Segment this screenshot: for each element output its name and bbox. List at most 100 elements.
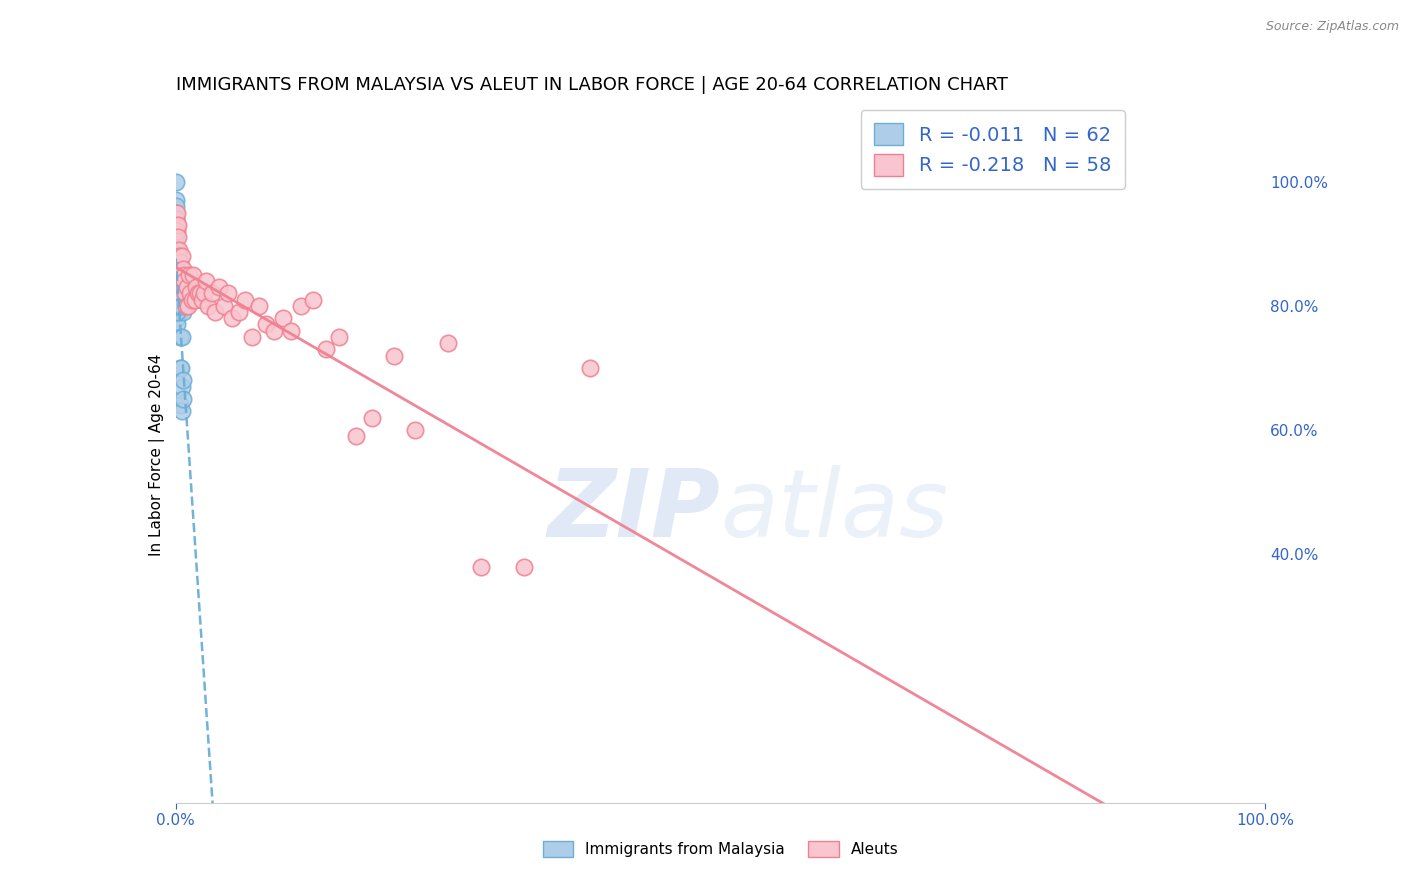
Point	[167, 299, 190, 313]
Point	[183, 268, 205, 282]
Point	[165, 199, 187, 213]
Point	[167, 286, 190, 301]
Point	[166, 280, 188, 294]
Point	[170, 268, 193, 282]
Point	[169, 293, 191, 307]
Point	[254, 318, 277, 332]
Point	[172, 261, 194, 276]
Point	[221, 311, 243, 326]
Point	[169, 330, 191, 344]
Point	[172, 305, 194, 319]
Point	[235, 293, 257, 307]
Point	[165, 280, 187, 294]
Point	[166, 286, 188, 301]
Point	[197, 299, 219, 313]
Point	[166, 286, 188, 301]
Point	[170, 249, 193, 263]
Point	[437, 336, 460, 351]
Point	[166, 243, 188, 257]
Point	[169, 255, 191, 269]
Point	[166, 274, 188, 288]
Point	[165, 230, 187, 244]
Point	[179, 268, 201, 282]
Point	[228, 305, 250, 319]
Point	[165, 261, 187, 276]
Point	[470, 559, 492, 574]
Point	[170, 293, 193, 307]
Point	[165, 249, 187, 263]
Point	[405, 423, 427, 437]
Point	[173, 274, 195, 288]
Point	[193, 286, 215, 301]
Point	[167, 280, 190, 294]
Point	[170, 361, 193, 376]
Point	[166, 205, 188, 219]
Point	[166, 280, 188, 294]
Point	[315, 343, 337, 357]
Point	[165, 218, 187, 232]
Point	[166, 293, 188, 307]
Point	[167, 280, 190, 294]
Point	[212, 299, 235, 313]
Point	[166, 311, 188, 326]
Point	[166, 274, 188, 288]
Point	[172, 392, 194, 406]
Point	[170, 404, 193, 418]
Point	[173, 268, 195, 282]
Point	[166, 224, 188, 238]
Point	[165, 175, 187, 189]
Point	[165, 205, 187, 219]
Point	[166, 299, 188, 313]
Point	[280, 324, 302, 338]
Point	[360, 410, 382, 425]
Point	[167, 305, 190, 319]
Point	[195, 274, 218, 288]
Point	[166, 218, 188, 232]
Point	[166, 286, 188, 301]
Point	[167, 286, 190, 301]
Point	[247, 299, 270, 313]
Point	[172, 379, 194, 393]
Point	[165, 211, 187, 226]
Point	[217, 286, 239, 301]
Point	[169, 361, 191, 376]
Point	[187, 286, 209, 301]
Point	[166, 293, 188, 307]
Point	[166, 280, 188, 294]
Point	[169, 398, 191, 412]
Point	[166, 280, 188, 294]
Point	[302, 293, 325, 307]
Point	[169, 286, 191, 301]
Text: atlas: atlas	[721, 465, 949, 556]
Point	[166, 299, 188, 313]
Point	[513, 559, 536, 574]
Point	[382, 349, 405, 363]
Point	[169, 286, 191, 301]
Point	[290, 299, 312, 313]
Point	[167, 243, 190, 257]
Point	[179, 286, 201, 301]
Point	[328, 330, 350, 344]
Point	[172, 280, 194, 294]
Point	[174, 299, 197, 313]
Point	[208, 280, 231, 294]
Y-axis label: In Labor Force | Age 20-64: In Labor Force | Age 20-64	[149, 354, 165, 556]
Point	[166, 286, 188, 301]
Point	[166, 261, 188, 276]
Point	[188, 286, 211, 301]
Point	[167, 299, 190, 313]
Point	[166, 255, 188, 269]
Point	[170, 299, 193, 313]
Point	[166, 286, 188, 301]
Legend: Immigrants from Malaysia, Aleuts: Immigrants from Malaysia, Aleuts	[534, 833, 907, 864]
Point	[166, 305, 188, 319]
Point	[166, 293, 188, 307]
Point	[180, 293, 202, 307]
Point	[166, 268, 188, 282]
Point	[166, 286, 188, 301]
Point	[174, 286, 197, 301]
Point	[204, 305, 226, 319]
Point	[167, 230, 190, 244]
Point	[165, 268, 187, 282]
Point	[169, 268, 191, 282]
